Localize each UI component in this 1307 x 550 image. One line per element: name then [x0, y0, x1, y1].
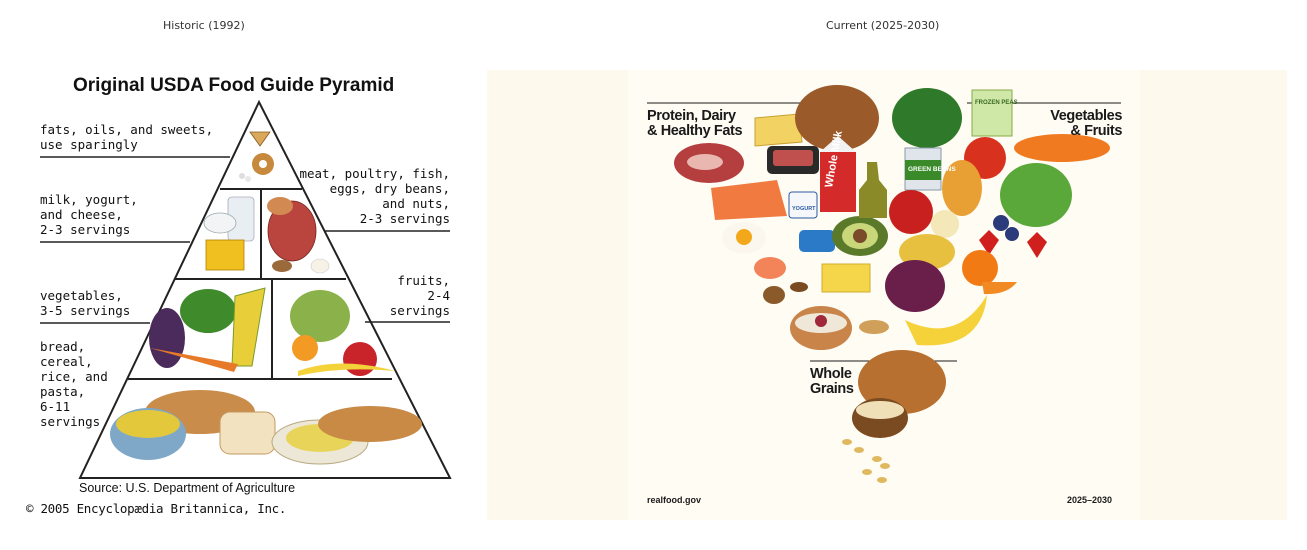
dairy-illustration — [203, 196, 255, 271]
protein-dairy-fats-heading: Protein, Dairy & Healthy Fats — [647, 108, 743, 139]
candy — [239, 173, 245, 179]
guideline-years: 2025–2030 — [1067, 495, 1113, 505]
historic-title: Original USDA Food Guide Pyramid — [73, 75, 395, 96]
protein-foods — [674, 85, 889, 350]
grapes — [885, 260, 945, 312]
almonds — [790, 282, 808, 292]
website-credit: realfood.gov — [647, 495, 702, 505]
cheese-block — [205, 239, 245, 271]
historic-panel-label: Historic (1992) — [163, 19, 245, 32]
banana — [298, 363, 395, 376]
apple — [343, 342, 377, 376]
current-panel-label: Current (2025-2030) — [826, 19, 940, 32]
shrimp — [754, 257, 786, 279]
frozen-peas-bag — [971, 89, 1013, 137]
yogurt-cup — [788, 191, 818, 219]
source-credit: Source: U.S. Department of Agriculture — [79, 481, 296, 495]
inverted-pyramid-illustration: Whole Milk GREEN BEANS FROZEN PEAS YOGUR… — [647, 85, 1121, 483]
fruits-illustration — [290, 290, 395, 376]
orange — [962, 250, 998, 286]
peanuts — [859, 320, 889, 334]
tuna-can — [799, 230, 835, 252]
grains-illustration — [110, 390, 422, 465]
salmon-fillet — [711, 180, 787, 220]
tier-label-vegetables: vegetables, 3-5 servings — [40, 288, 131, 318]
eggplant — [149, 308, 185, 368]
meat-illustration — [267, 197, 330, 274]
carrots — [1014, 134, 1110, 162]
olive-oil-bottle — [859, 162, 887, 218]
produce-foods — [885, 88, 1110, 346]
yogurt-cup — [203, 212, 237, 234]
frozen-peas-label: FROZEN PEAS — [975, 100, 1018, 106]
oats-scatter — [842, 439, 890, 483]
tier-label-fruits: fruits, 2-4 servings — [389, 273, 450, 318]
yogurt-label: YOGURT — [792, 206, 816, 212]
corn — [231, 287, 266, 367]
roast-chicken — [795, 85, 879, 151]
orange — [292, 335, 318, 361]
grapes — [290, 290, 350, 342]
bananas — [905, 295, 987, 346]
cake-slice — [249, 131, 271, 147]
tier-label-grains: bread, cereal, rice, and pasta, 6-11 ser… — [40, 339, 108, 429]
green-beans-label: GREEN BEANS — [908, 166, 956, 173]
red-apple — [889, 190, 933, 234]
carrot — [150, 348, 238, 372]
tier-label-milk: milk, yogurt, and cheese, 2-3 servings — [40, 192, 138, 237]
whole-grains-heading: Whole Grains — [810, 366, 854, 397]
historic-food-pyramid: Original USDA Food Guide Pyramid fats, o… — [20, 66, 470, 526]
cheese-wedge — [754, 113, 803, 147]
egg — [310, 258, 330, 274]
copyright-notice: © 2005 Encyclopædia Britannica, Inc. — [26, 501, 287, 516]
lettuce — [1000, 163, 1072, 227]
strawberry — [979, 230, 999, 255]
steak — [267, 200, 317, 262]
blueberries — [993, 215, 1009, 231]
bread-slice — [219, 411, 276, 455]
current-food-guide: Whole Milk GREEN BEANS FROZEN PEAS YOGUR… — [487, 70, 1287, 520]
butternut-squash — [942, 160, 982, 216]
sweets-illustration — [239, 131, 274, 182]
tier-label-fats: fats, oils, and sweets, use sparingly — [40, 122, 214, 152]
vegetables-illustration — [149, 287, 266, 372]
beans — [272, 260, 292, 272]
pyramid-illustration — [40, 99, 452, 479]
milk-carton — [820, 152, 856, 212]
chicken-leg — [267, 197, 293, 215]
butter-block — [821, 263, 871, 293]
walnuts — [763, 286, 785, 304]
apple-half — [931, 210, 959, 238]
tier-label-meat: meat, poultry, fish, eggs, dry beans, an… — [299, 166, 450, 226]
vegetables-fruits-heading: Vegetables & Fruits — [1050, 108, 1122, 139]
baguette — [318, 406, 422, 442]
broccoli — [180, 289, 236, 333]
whole-grains-foods — [842, 350, 946, 483]
broccoli — [892, 88, 962, 148]
